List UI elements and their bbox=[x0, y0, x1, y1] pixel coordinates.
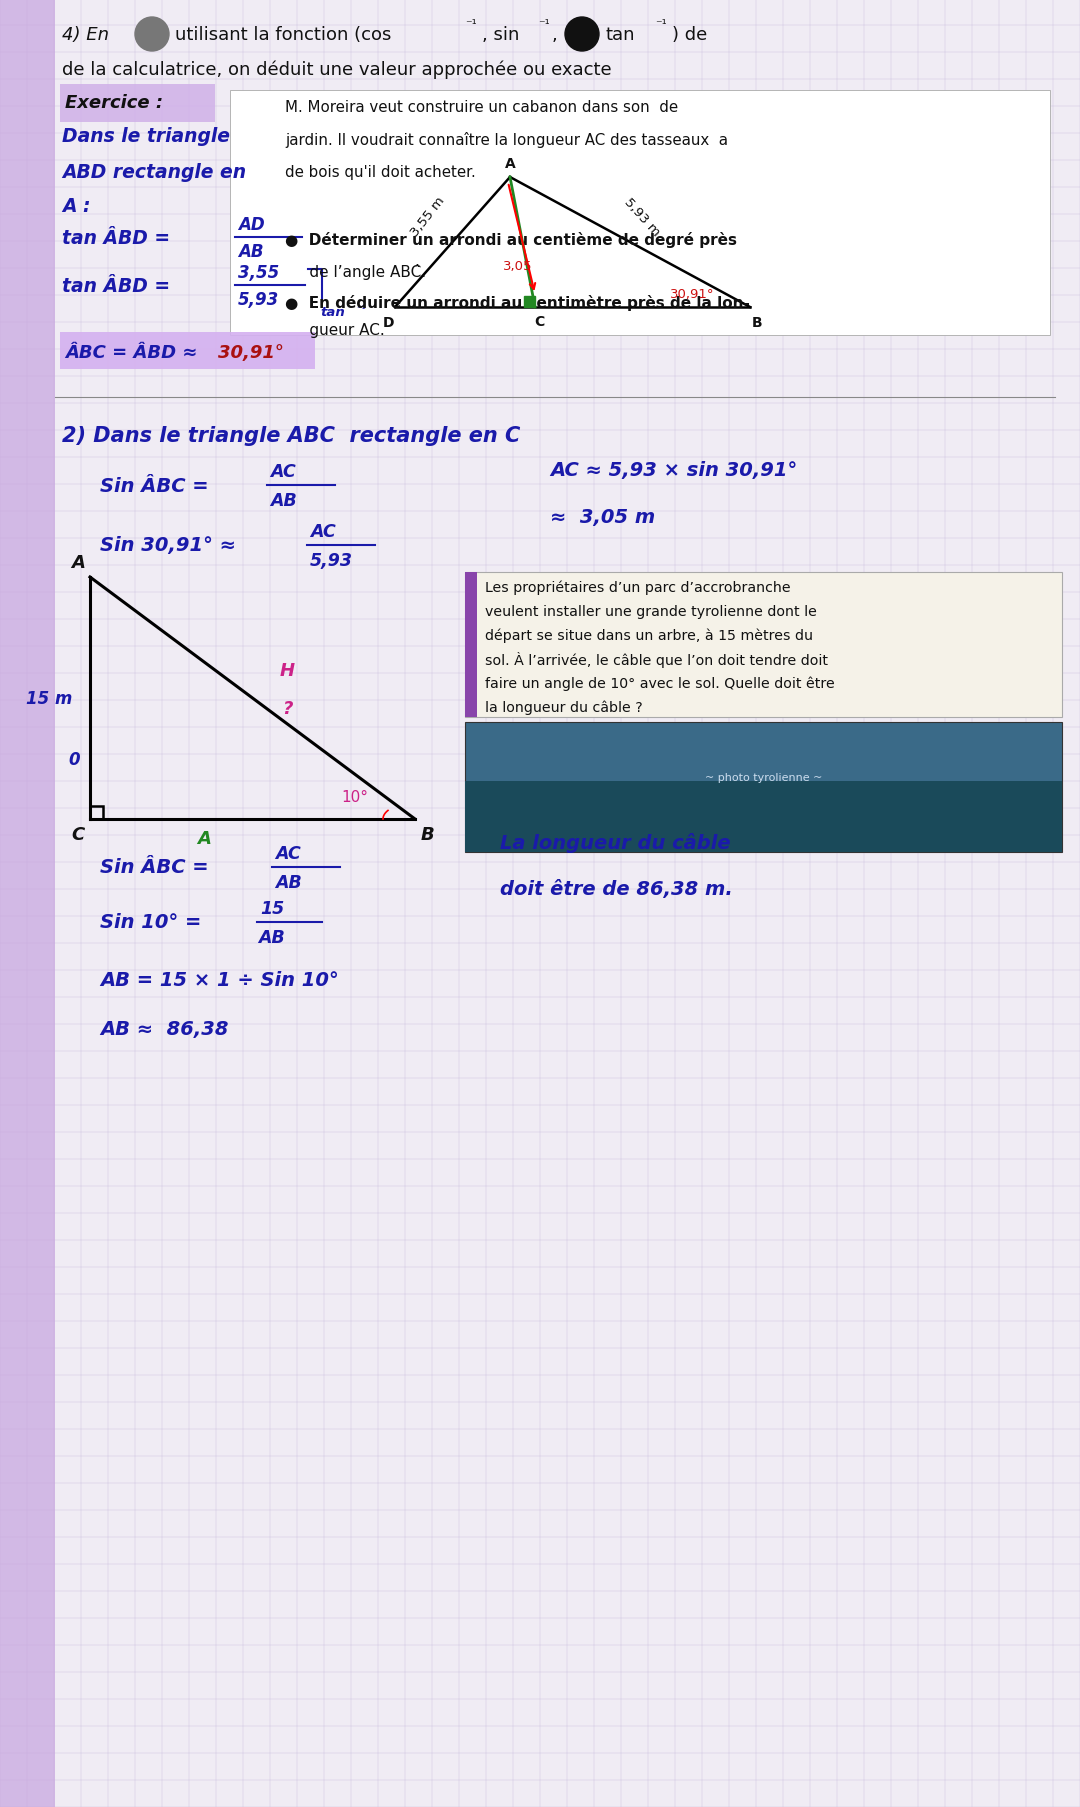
Text: 15: 15 bbox=[260, 900, 284, 918]
Text: AB ≈  86,38: AB ≈ 86,38 bbox=[100, 1019, 229, 1039]
Text: 3,05: 3,05 bbox=[503, 260, 532, 273]
Text: AC ≈ 5,93 × sin 30,91°: AC ≈ 5,93 × sin 30,91° bbox=[550, 461, 797, 481]
Text: 2) Dans le triangle ABC  rectangle en C: 2) Dans le triangle ABC rectangle en C bbox=[62, 426, 521, 446]
Text: 30,91°: 30,91° bbox=[218, 343, 284, 361]
Text: AB = 15 × 1 ÷ Sin 10°: AB = 15 × 1 ÷ Sin 10° bbox=[100, 970, 339, 988]
Text: A: A bbox=[504, 157, 515, 172]
Bar bbox=[90, 806, 103, 820]
Text: ÂBC = ÂBD ≈: ÂBC = ÂBD ≈ bbox=[65, 343, 204, 361]
Text: A :: A : bbox=[62, 197, 91, 215]
Circle shape bbox=[565, 18, 599, 52]
Text: ●  Déterminer un arrondi au centième de degré près: ● Déterminer un arrondi au centième de d… bbox=[285, 231, 737, 248]
Text: doit être de 86,38 m.: doit être de 86,38 m. bbox=[500, 880, 732, 900]
Bar bbox=[60, 85, 215, 123]
Text: 3,55: 3,55 bbox=[238, 264, 280, 282]
Text: ●  En déduire un arrondi au centimètre près de la lon-: ● En déduire un arrondi au centimètre pr… bbox=[285, 295, 750, 311]
Bar bbox=[465, 573, 477, 717]
Circle shape bbox=[135, 18, 168, 52]
Text: de la calculatrice, on déduit une valeur approchée ou exacte: de la calculatrice, on déduit une valeur… bbox=[62, 61, 611, 80]
Text: utilisant la fonction (cos: utilisant la fonction (cos bbox=[175, 25, 391, 43]
Text: jardin. Il voudrait connaître la longueur AC des tasseaux  a: jardin. Il voudrait connaître la longueu… bbox=[285, 132, 728, 148]
Bar bbox=[524, 296, 535, 307]
Text: AD: AD bbox=[238, 215, 265, 233]
Text: ⁻¹: ⁻¹ bbox=[465, 18, 476, 31]
Text: tan: tan bbox=[320, 307, 345, 320]
Bar bbox=[0, 0, 55, 1807]
Text: 0: 0 bbox=[68, 750, 80, 768]
Text: AB: AB bbox=[275, 873, 301, 891]
Bar bbox=[465, 573, 1062, 717]
Text: veulent installer une grande tyrolienne dont le: veulent installer une grande tyrolienne … bbox=[485, 605, 816, 618]
Text: A: A bbox=[197, 829, 211, 847]
Text: Sin ÂBC =: Sin ÂBC = bbox=[100, 858, 215, 876]
Text: C: C bbox=[71, 826, 85, 844]
Bar bbox=[60, 332, 315, 370]
Text: 10°: 10° bbox=[341, 790, 368, 806]
Bar bbox=[230, 90, 1050, 336]
Text: D: D bbox=[382, 316, 394, 331]
Text: ) de: ) de bbox=[672, 25, 707, 43]
Text: Les propriétaires d’un parc d’accrobranche: Les propriétaires d’un parc d’accrobranc… bbox=[485, 580, 791, 595]
Text: tan ÂBD =: tan ÂBD = bbox=[62, 228, 177, 248]
Text: Exercice :: Exercice : bbox=[65, 94, 163, 112]
Text: de bois qu'il doit acheter.: de bois qu'il doit acheter. bbox=[285, 164, 476, 179]
Text: AC: AC bbox=[310, 522, 336, 540]
Text: faire un angle de 10° avec le sol. Quelle doit être: faire un angle de 10° avec le sol. Quell… bbox=[485, 676, 835, 690]
Text: 4) En: 4) En bbox=[62, 25, 109, 43]
Text: ⁻¹: ⁻¹ bbox=[356, 305, 366, 314]
Bar bbox=[465, 723, 1062, 853]
Text: tan: tan bbox=[605, 25, 635, 43]
Text: ?: ? bbox=[282, 699, 293, 717]
Text: ~ photo tyrolienne ~: ~ photo tyrolienne ~ bbox=[705, 773, 822, 782]
Text: de l’angle ABĈ.: de l’angle ABĈ. bbox=[285, 264, 427, 280]
Text: B: B bbox=[421, 826, 435, 844]
Text: départ se situe dans un arbre, à 15 mètres du: départ se situe dans un arbre, à 15 mètr… bbox=[485, 629, 813, 643]
Text: Sin ÂBC =: Sin ÂBC = bbox=[100, 477, 215, 495]
Text: H: H bbox=[280, 661, 295, 679]
Text: 30,91°: 30,91° bbox=[670, 287, 715, 300]
Text: AB: AB bbox=[270, 492, 297, 510]
Text: Dans le triangle: Dans le triangle bbox=[62, 126, 230, 145]
Text: 3,55 m: 3,55 m bbox=[408, 193, 447, 239]
Text: tan ÂBD =: tan ÂBD = bbox=[62, 276, 177, 295]
Text: ⁻¹: ⁻¹ bbox=[654, 18, 666, 31]
Text: ≈  3,05 m: ≈ 3,05 m bbox=[550, 508, 656, 528]
Text: C: C bbox=[534, 314, 544, 329]
Text: sol. À l’arrivée, le câble que l’on doit tendre doit: sol. À l’arrivée, le câble que l’on doit… bbox=[485, 652, 828, 667]
Text: gueur AC.: gueur AC. bbox=[285, 322, 384, 338]
Text: AC: AC bbox=[270, 463, 296, 481]
Text: 5,93 m: 5,93 m bbox=[622, 195, 662, 239]
Text: M. Moreira veut construire un cabanon dans son  de: M. Moreira veut construire un cabanon da… bbox=[285, 101, 678, 116]
Text: ABD rectangle en: ABD rectangle en bbox=[62, 163, 246, 181]
Text: AC: AC bbox=[275, 844, 300, 862]
Text: A: A bbox=[71, 553, 85, 571]
Text: La longueur du câble: La longueur du câble bbox=[500, 833, 731, 853]
Text: ,: , bbox=[552, 25, 557, 43]
Text: Sin 10° =: Sin 10° = bbox=[100, 913, 208, 932]
Text: AB: AB bbox=[238, 242, 264, 260]
Text: B: B bbox=[752, 316, 762, 331]
Text: la longueur du câble ?: la longueur du câble ? bbox=[485, 701, 643, 716]
Text: , sin: , sin bbox=[482, 25, 519, 43]
Text: AB: AB bbox=[258, 929, 285, 947]
Text: ⁻¹: ⁻¹ bbox=[538, 18, 550, 31]
Text: 5,93: 5,93 bbox=[310, 551, 353, 569]
Bar bbox=[465, 781, 1062, 853]
Text: 5,93: 5,93 bbox=[238, 291, 280, 309]
Text: 15 m: 15 m bbox=[26, 690, 72, 708]
Text: Sin 30,91° ≈: Sin 30,91° ≈ bbox=[100, 537, 243, 555]
